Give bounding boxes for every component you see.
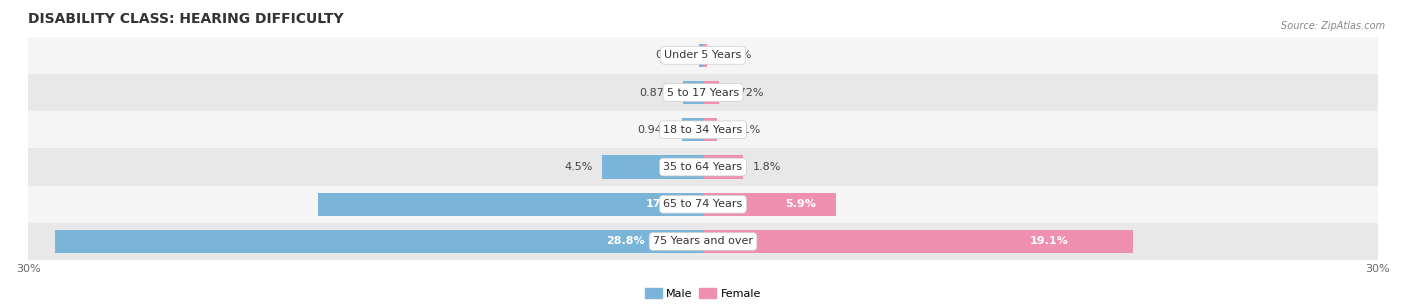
Text: Source: ZipAtlas.com: Source: ZipAtlas.com	[1281, 21, 1385, 32]
Bar	[28, 186, 1378, 223]
Bar	[703, 230, 1133, 253]
Text: 0.18%: 0.18%	[716, 50, 751, 60]
Text: 35 to 64 Years: 35 to 64 Years	[664, 162, 742, 172]
Text: 19.1%: 19.1%	[1029, 237, 1069, 247]
Bar	[602, 155, 703, 179]
Bar	[703, 44, 707, 67]
Text: Under 5 Years: Under 5 Years	[665, 50, 741, 60]
Bar	[28, 111, 1378, 148]
Text: DISABILITY CLASS: HEARING DIFFICULTY: DISABILITY CLASS: HEARING DIFFICULTY	[28, 12, 343, 26]
Text: 0.72%: 0.72%	[728, 88, 763, 98]
Text: 18 to 34 Years: 18 to 34 Years	[664, 125, 742, 135]
Text: 0.94%: 0.94%	[637, 125, 673, 135]
Bar	[28, 148, 1378, 186]
Bar	[699, 44, 703, 67]
Bar	[683, 81, 703, 104]
Text: 17.1%: 17.1%	[645, 199, 683, 209]
Legend: Male, Female: Male, Female	[641, 284, 765, 304]
Bar	[703, 155, 744, 179]
Text: 75 Years and over: 75 Years and over	[652, 237, 754, 247]
Text: 0.61%: 0.61%	[725, 125, 761, 135]
Text: 1.8%: 1.8%	[752, 162, 780, 172]
Bar	[55, 230, 703, 253]
Bar	[682, 118, 703, 141]
Text: 0.87%: 0.87%	[638, 88, 675, 98]
Bar	[28, 74, 1378, 111]
Bar	[28, 37, 1378, 74]
Bar	[28, 223, 1378, 260]
Text: 5 to 17 Years: 5 to 17 Years	[666, 88, 740, 98]
Text: 5.9%: 5.9%	[785, 199, 815, 209]
Text: 65 to 74 Years: 65 to 74 Years	[664, 199, 742, 209]
Text: 0.17%: 0.17%	[655, 50, 690, 60]
Text: 4.5%: 4.5%	[564, 162, 593, 172]
Text: 28.8%: 28.8%	[606, 237, 644, 247]
Bar	[703, 193, 835, 216]
Bar	[318, 193, 703, 216]
Bar	[703, 81, 720, 104]
Bar	[703, 118, 717, 141]
